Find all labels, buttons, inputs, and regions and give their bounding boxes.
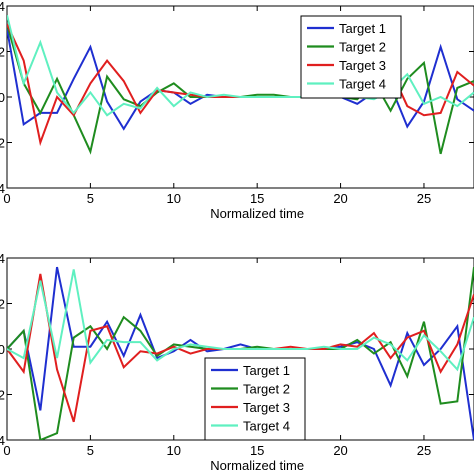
x-axis-label: Normalized time bbox=[210, 458, 304, 473]
y-tick-label: 2 bbox=[0, 136, 5, 151]
x-tick-label: 15 bbox=[250, 443, 264, 458]
legend-label: Target 3 bbox=[243, 400, 290, 415]
legend-label: Target 2 bbox=[339, 40, 386, 55]
legend-label: Target 4 bbox=[243, 419, 290, 434]
x-axis-label: Normalized time bbox=[210, 206, 304, 221]
y-tick-label: 2 bbox=[0, 45, 5, 60]
y-tick-label: 0 bbox=[0, 342, 5, 357]
y-tick-label: 0 bbox=[0, 90, 5, 105]
y-tick-label: 4 bbox=[0, 0, 5, 14]
series-line-target-4 bbox=[7, 269, 474, 372]
legend: Target 1 Target 2 Target 3 Target 4 bbox=[204, 357, 306, 441]
x-tick-label: 0 bbox=[3, 191, 10, 206]
y-tick-label: 4 bbox=[0, 181, 5, 196]
y-tick-label: 2 bbox=[0, 297, 5, 312]
x-tick-label: 25 bbox=[417, 443, 431, 458]
x-tick-label: 10 bbox=[167, 191, 181, 206]
x-tick-label: 25 bbox=[417, 191, 431, 206]
y-tick-label: 2 bbox=[0, 388, 5, 403]
x-tick-label: 5 bbox=[87, 191, 94, 206]
x-tick-label: 10 bbox=[167, 443, 181, 458]
series-group bbox=[7, 266, 474, 440]
x-tick-label: 15 bbox=[250, 191, 264, 206]
legend-label: Target 2 bbox=[243, 382, 290, 397]
x-tick-label: 20 bbox=[333, 191, 347, 206]
x-tick-label: 0 bbox=[3, 443, 10, 458]
x-tick-label: 5 bbox=[87, 443, 94, 458]
series-line-target-1 bbox=[7, 266, 474, 440]
legend-label: Target 1 bbox=[243, 363, 290, 378]
legend: Target 1 Target 2 Target 3 Target 4 bbox=[300, 15, 402, 99]
legend-label: Target 4 bbox=[339, 77, 386, 92]
x-tick-label: 20 bbox=[333, 443, 347, 458]
legend-label: Target 1 bbox=[339, 21, 386, 36]
y-tick-label: 4 bbox=[0, 251, 5, 266]
y-tick-label: 4 bbox=[0, 433, 5, 448]
legend-label: Target 3 bbox=[339, 58, 386, 73]
